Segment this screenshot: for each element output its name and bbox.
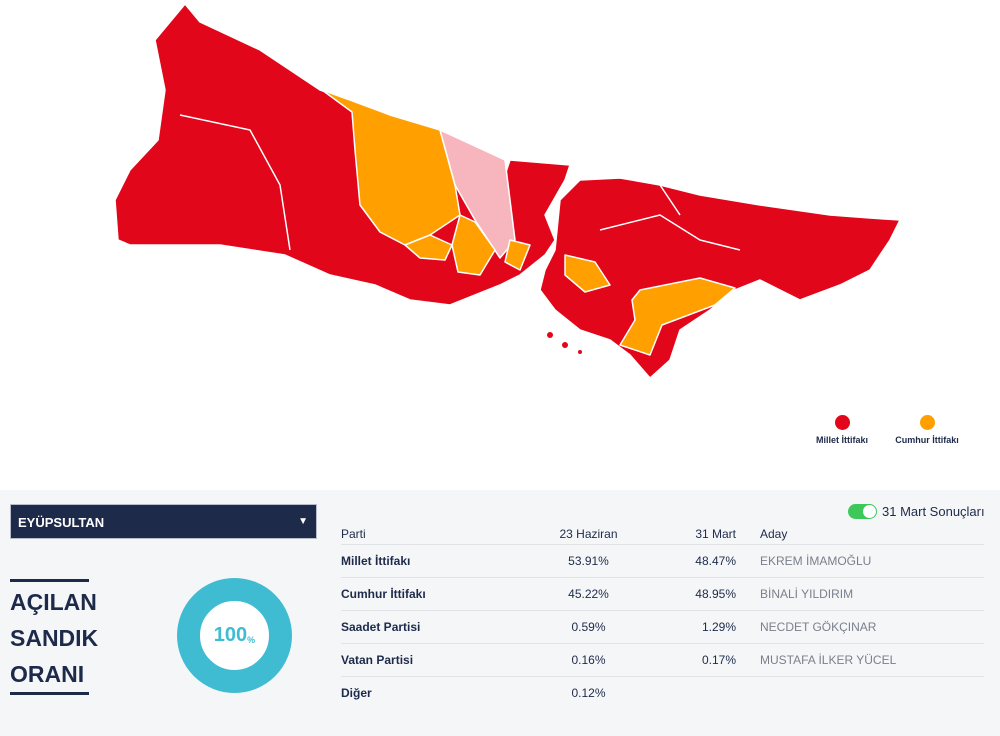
cell-party: Saadet Partisi: [341, 610, 531, 644]
legend-millet: Millet İttifakı: [797, 415, 887, 445]
caret-down-icon: ▼: [298, 516, 308, 527]
legend-cumhur: Cumhur İttifakı: [882, 415, 972, 445]
header-mar31: 31 Mart: [646, 524, 756, 545]
cell-party: Diğer: [341, 685, 372, 700]
turnout-unit: %: [247, 634, 256, 645]
cell-candidate: NECDET GÖKÇINAR: [756, 610, 984, 644]
march31-toggle[interactable]: 31 Mart Sonuçları: [848, 504, 985, 519]
cell-party: Cumhur İttifakı: [341, 577, 531, 611]
table-row: Vatan Partisi 0.16% 0.17% MUSTAFA İLKER YÜC…: [341, 643, 984, 677]
cell-mar31: 1.29%: [646, 610, 756, 644]
header-jun23: 23 Haziran: [531, 524, 646, 545]
europe-region-millet[interactable]: [114, 3, 571, 306]
turnout-title-line: SANDIK: [10, 625, 99, 651]
table-row: Millet İttifakı 53.91% 48.47% EKREM İMAMOĞL…: [341, 544, 984, 578]
cell-candidate: EKREM İMAMOĞLU: [756, 544, 984, 578]
cell-jun23: 53.91%: [531, 544, 646, 578]
cell-mar31: 48.95%: [646, 577, 756, 611]
cell-mar31: 0.17%: [646, 643, 756, 677]
table-row: Cumhur İttifakı 45.22% 48.95% BİNALİ YILDIR…: [341, 577, 984, 611]
legend-label: Millet İttifakı: [815, 435, 868, 445]
cell-candidate: MUSTAFA İLKER YÜCEL: [756, 643, 984, 677]
district-asia-cumhur-2[interactable]: [619, 277, 736, 356]
legend-dot-icon: [834, 415, 850, 430]
turnout-title-line: AÇILAN: [10, 589, 97, 615]
header-candidate: Aday: [756, 524, 984, 545]
header-party: Parti: [341, 524, 531, 545]
cell-jun23: 0.12%: [571, 685, 606, 700]
district-select[interactable]: EYÜPSULTAN ▼: [10, 504, 317, 539]
district-cumhur-small-2[interactable]: [404, 234, 453, 261]
toggle-label: 31 Mart Sonuçları: [882, 504, 985, 519]
table-row: Saadet Partisi 0.59% 1.29% NECDET GÖKÇINAR: [341, 610, 984, 644]
turnout-title: AÇILAN SANDIK ORANI: [10, 579, 99, 695]
turnout-ring: 100%: [177, 578, 292, 693]
cell-party: Millet İttifakı: [341, 544, 531, 578]
turnout-value: 100: [213, 624, 248, 646]
cell-candidate: [756, 676, 984, 709]
cell-jun23: 0.59%: [531, 610, 646, 644]
legend-label: Cumhur İttifakı: [895, 435, 959, 445]
table-row: Diğer 0.12%: [341, 676, 984, 709]
table-header-row: Parti 23 Haziran 31 Mart Aday: [341, 524, 984, 545]
results-table: Parti 23 Haziran 31 Mart Aday Millet İtt…: [341, 524, 984, 709]
toggle-switch[interactable]: [848, 504, 877, 519]
cell-party: Vatan Partisi: [341, 643, 531, 677]
cell-jun23: 45.22%: [531, 577, 646, 611]
cell-mar31: 48.47%: [646, 544, 756, 578]
legend-dot-icon: [919, 415, 935, 430]
turnout-title-line: ORANI: [10, 661, 85, 687]
cell-candidate: BİNALİ YILDIRIM: [756, 577, 984, 611]
cell-mar31: [646, 676, 756, 709]
district-asia-cumhur-1[interactable]: [564, 254, 611, 293]
istanbul-district-map[interactable]: [0, 0, 1000, 490]
results-panel: EYÜPSULTAN ▼ AÇILAN SANDIK ORANI 100% 31…: [0, 490, 1000, 736]
cell-jun23: 0.16%: [531, 643, 646, 677]
district-cumhur-small-3[interactable]: [504, 239, 531, 271]
district-select-value: EYÜPSULTAN: [18, 515, 105, 530]
